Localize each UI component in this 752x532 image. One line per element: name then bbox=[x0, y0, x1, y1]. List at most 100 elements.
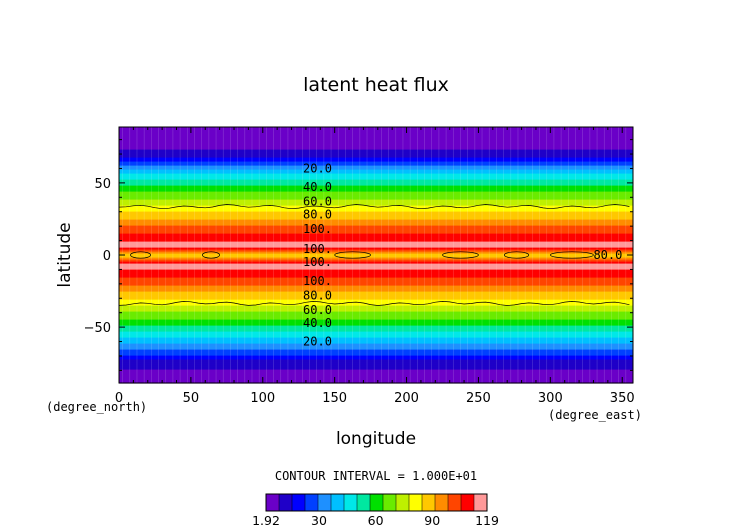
heatmap-band bbox=[119, 157, 633, 160]
heatmap-band bbox=[119, 343, 633, 346]
contour-label: 100. bbox=[303, 255, 332, 269]
colorbar-swatch bbox=[396, 494, 410, 511]
heatmap-band bbox=[119, 127, 633, 130]
x-tick-label: 350 bbox=[610, 391, 635, 406]
heatmap-band bbox=[119, 281, 633, 284]
heatmap-band bbox=[119, 231, 633, 234]
heatmap-band bbox=[119, 155, 633, 158]
heatmap-band bbox=[119, 225, 633, 228]
heatmap-band bbox=[119, 295, 633, 298]
contour-blob bbox=[503, 251, 530, 259]
colorbar-swatch bbox=[435, 494, 449, 511]
heatmap-band bbox=[119, 193, 633, 196]
heatmap-band bbox=[119, 347, 633, 350]
heatmap-band bbox=[119, 143, 633, 146]
x-tick-label: 150 bbox=[322, 391, 347, 406]
heatmap-band bbox=[119, 321, 633, 324]
x-tick-label: 50 bbox=[183, 391, 200, 406]
heatmap-band bbox=[119, 187, 633, 190]
heatmap-band bbox=[119, 235, 633, 238]
heatmap-band bbox=[119, 331, 633, 334]
heatmap-band bbox=[119, 173, 633, 176]
colorbar: 1.92 30 60 90 119 bbox=[252, 493, 499, 528]
y-axis-title: latitude bbox=[55, 222, 75, 287]
y-tick-label: −50 bbox=[84, 321, 111, 336]
heatmap-band bbox=[119, 207, 633, 210]
heatmap-band bbox=[119, 361, 633, 364]
contour-blob bbox=[130, 251, 151, 259]
heatmap-band bbox=[119, 313, 633, 316]
contour-label: 60.0 bbox=[303, 303, 332, 317]
heatmap-band bbox=[119, 359, 633, 362]
contour-label: 80.0 bbox=[593, 248, 622, 262]
y-tick-label: 50 bbox=[94, 177, 111, 192]
heatmap-band bbox=[119, 195, 633, 198]
heatmap-band bbox=[119, 139, 633, 142]
y-unit-label: (degree_north) bbox=[46, 400, 147, 414]
contour-label: 60.0 bbox=[303, 195, 332, 209]
contour-label: 40.0 bbox=[303, 316, 332, 330]
longitude-stripes bbox=[122, 127, 627, 383]
colorbar-tick-label: 119 bbox=[475, 513, 499, 528]
heatmap-band bbox=[119, 237, 633, 240]
heatmap-band bbox=[119, 263, 633, 266]
heatmap-band bbox=[119, 131, 633, 134]
colorbar-swatch bbox=[474, 494, 488, 511]
heatmap-band bbox=[119, 277, 633, 280]
contour-label: 80.0 bbox=[303, 288, 332, 302]
heatmap-band bbox=[119, 239, 633, 242]
heatmap-band bbox=[119, 241, 633, 244]
heatmap-band bbox=[119, 323, 633, 326]
heatmap-band bbox=[119, 289, 633, 292]
heatmap-band bbox=[119, 133, 633, 136]
heatmap-band bbox=[119, 151, 633, 154]
x-tick-label: 300 bbox=[538, 391, 563, 406]
colorbar-swatch bbox=[422, 494, 436, 511]
heatmap-band bbox=[119, 179, 633, 182]
heatmap-band bbox=[119, 371, 633, 374]
heatmap-band bbox=[119, 363, 633, 366]
heatmap-band bbox=[119, 353, 633, 356]
colorbar-tick-label: 90 bbox=[424, 513, 440, 528]
heatmap-band bbox=[119, 319, 633, 322]
colorbar-tick-label: 1.92 bbox=[252, 513, 280, 528]
contour-lines bbox=[118, 204, 630, 306]
heatmap-band bbox=[119, 147, 633, 150]
contour-blob bbox=[442, 251, 479, 259]
heatmap-band bbox=[119, 243, 633, 246]
heatmap-band bbox=[119, 345, 633, 348]
x-tick-label: 100 bbox=[250, 391, 275, 406]
heatmap-band bbox=[119, 129, 633, 132]
heatmap-band bbox=[119, 177, 633, 180]
heatmap-band bbox=[119, 251, 633, 254]
heatmap-band bbox=[119, 137, 633, 140]
heatmap-band bbox=[119, 171, 633, 174]
colorbar-tick-label: 30 bbox=[311, 513, 327, 528]
heatmap-band bbox=[119, 337, 633, 340]
contour-label: 20.0 bbox=[303, 161, 332, 175]
heatmap-band bbox=[119, 293, 633, 296]
heatmap-band bbox=[119, 149, 633, 152]
heatmap-band bbox=[119, 305, 633, 308]
heatmap-band bbox=[119, 245, 633, 248]
heatmap-band bbox=[119, 339, 633, 342]
heatmap-band bbox=[119, 201, 633, 204]
heatmap-band bbox=[119, 189, 633, 192]
heatmap-band bbox=[119, 183, 633, 186]
contour-line bbox=[118, 204, 630, 210]
chart-title: latent heat flux bbox=[303, 74, 449, 96]
heatmap-band bbox=[119, 325, 633, 328]
heatmap-band bbox=[119, 227, 633, 230]
heatmap-band bbox=[119, 317, 633, 320]
heatmap-band bbox=[119, 217, 633, 220]
colorbar-swatch bbox=[409, 494, 423, 511]
y-axis: −50 0 50 bbox=[84, 139, 633, 371]
heatmap-band bbox=[119, 357, 633, 360]
heatmap-band bbox=[119, 333, 633, 336]
heatmap-band bbox=[119, 309, 633, 312]
colorbar-swatch bbox=[461, 494, 475, 511]
heatmap-band bbox=[119, 211, 633, 214]
colorbar-frame bbox=[265, 493, 488, 512]
colorbar-swatch bbox=[292, 494, 306, 511]
contour-interval-label: CONTOUR INTERVAL = 1.000E+01 bbox=[275, 469, 477, 483]
